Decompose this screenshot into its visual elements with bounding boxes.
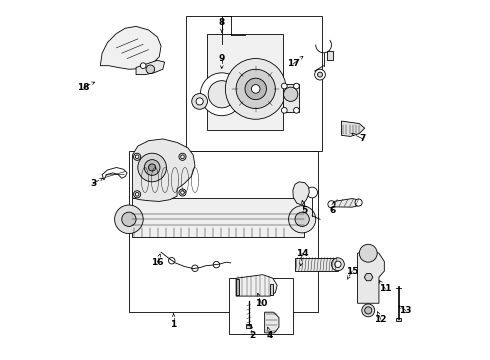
Circle shape [335,261,341,267]
Polygon shape [265,312,279,333]
Text: 17: 17 [287,59,299,68]
Text: 10: 10 [255,299,267,308]
Circle shape [225,59,286,119]
Circle shape [146,65,155,73]
Circle shape [122,212,136,226]
Circle shape [181,155,184,158]
Polygon shape [102,167,127,180]
Bar [132,198,304,237]
Polygon shape [329,199,361,207]
Circle shape [281,83,287,89]
Bar [246,324,251,328]
Bar [327,51,333,60]
Polygon shape [342,121,365,136]
Circle shape [135,155,139,158]
Circle shape [284,87,298,102]
Circle shape [148,164,156,171]
Circle shape [281,108,287,113]
Text: 11: 11 [379,284,392,293]
Circle shape [179,153,186,160]
Circle shape [138,153,167,182]
Circle shape [295,212,309,226]
Circle shape [181,191,184,194]
Text: 1: 1 [171,320,177,329]
Polygon shape [100,26,161,69]
Text: 15: 15 [346,267,358,276]
Text: 14: 14 [296,249,309,258]
Text: 3: 3 [90,179,97,188]
Bar [236,279,239,295]
Circle shape [192,94,207,109]
Circle shape [318,72,322,77]
Circle shape [315,69,325,80]
Polygon shape [136,60,165,75]
Text: 13: 13 [399,306,412,315]
Circle shape [294,83,299,89]
Circle shape [236,69,275,109]
Polygon shape [364,274,373,281]
Bar [270,284,273,295]
Circle shape [134,191,141,198]
Circle shape [115,205,143,234]
Circle shape [331,258,344,271]
Bar [186,16,322,152]
Bar [129,152,318,312]
Polygon shape [236,275,277,296]
Circle shape [328,201,335,208]
Circle shape [134,153,141,160]
Circle shape [135,193,139,196]
Text: 9: 9 [219,54,225,63]
Circle shape [200,73,243,116]
Circle shape [169,257,175,264]
Circle shape [144,159,160,175]
Text: 5: 5 [301,206,307,215]
Circle shape [294,108,299,113]
Circle shape [192,265,198,271]
Text: 4: 4 [267,331,273,340]
Text: 6: 6 [329,206,336,215]
Text: 2: 2 [249,331,255,340]
Polygon shape [132,139,195,202]
Circle shape [289,206,316,233]
Circle shape [140,63,146,68]
Circle shape [362,304,375,317]
Circle shape [196,98,203,105]
Circle shape [359,244,377,262]
Circle shape [365,307,372,314]
Bar [396,318,401,321]
Text: 8: 8 [219,18,225,27]
Bar [295,257,338,271]
Circle shape [245,78,267,100]
Text: 12: 12 [374,315,387,324]
Circle shape [251,85,260,93]
Bar [229,278,293,334]
Text: 16: 16 [151,258,164,267]
Circle shape [307,187,318,198]
Circle shape [213,261,220,268]
Circle shape [179,189,186,196]
Polygon shape [358,249,384,303]
Text: 18: 18 [77,83,90,92]
Bar [207,33,283,130]
Text: 7: 7 [360,134,366,143]
Bar [283,84,298,112]
Circle shape [208,81,235,108]
Polygon shape [293,182,309,205]
Circle shape [355,199,362,206]
